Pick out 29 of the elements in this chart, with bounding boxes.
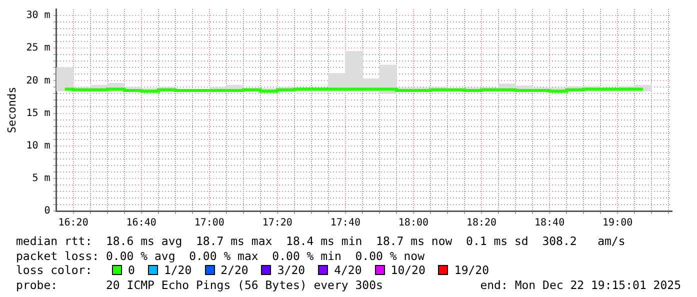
x-tick-label: 19:00 xyxy=(602,218,633,229)
y-tick-label: 0 xyxy=(44,206,50,217)
legend-label: 10/20 xyxy=(390,263,426,277)
y-axis-title: Seconds xyxy=(5,86,18,134)
x-tick-label: 17:40 xyxy=(330,218,360,229)
x-tick-label: 18:20 xyxy=(466,218,497,229)
x-tick-label: 17:20 xyxy=(262,218,292,229)
text: median rtt: 18.6 ms avg 18.7 ms max 18.4 ms min 18.7 ms now 0.1 ms sd 308.2 am/s xyxy=(16,234,626,248)
x-tick-label: 18:00 xyxy=(398,218,429,229)
text: end: Mon Dec 22 19:15:01 2025 xyxy=(480,278,681,292)
legend-title: loss color: xyxy=(16,263,94,277)
legend-label: 4/20 xyxy=(334,263,362,277)
text: probe: 20 ICMP Echo Pings (56 Bytes) every 300s xyxy=(16,278,383,292)
x-tick-label: 17:00 xyxy=(194,218,224,229)
y-tick-label: 30 m xyxy=(26,10,50,22)
legend-label: 3/20 xyxy=(277,263,306,277)
legend-label: 2/20 xyxy=(220,263,248,277)
y-tick-label: 10 m xyxy=(26,140,50,152)
x-tick-label: 18:40 xyxy=(534,218,565,229)
y-tick-label: 5 m xyxy=(32,173,50,184)
x-tick-label: 16:20 xyxy=(58,218,88,229)
text: packet loss: 0.00 % avg 0.00 % max 0.00 % min 0.00 % now xyxy=(16,249,424,263)
x-tick-label: 16:40 xyxy=(126,218,156,229)
y-tick-label: 20 m xyxy=(26,75,50,86)
legend-label: 1/20 xyxy=(164,263,192,277)
y-tick-label: 25 m xyxy=(26,42,50,54)
y-tick-label: 15 m xyxy=(26,108,50,119)
legend-label: 19/20 xyxy=(454,263,490,277)
legend-label: 0 xyxy=(128,263,135,277)
